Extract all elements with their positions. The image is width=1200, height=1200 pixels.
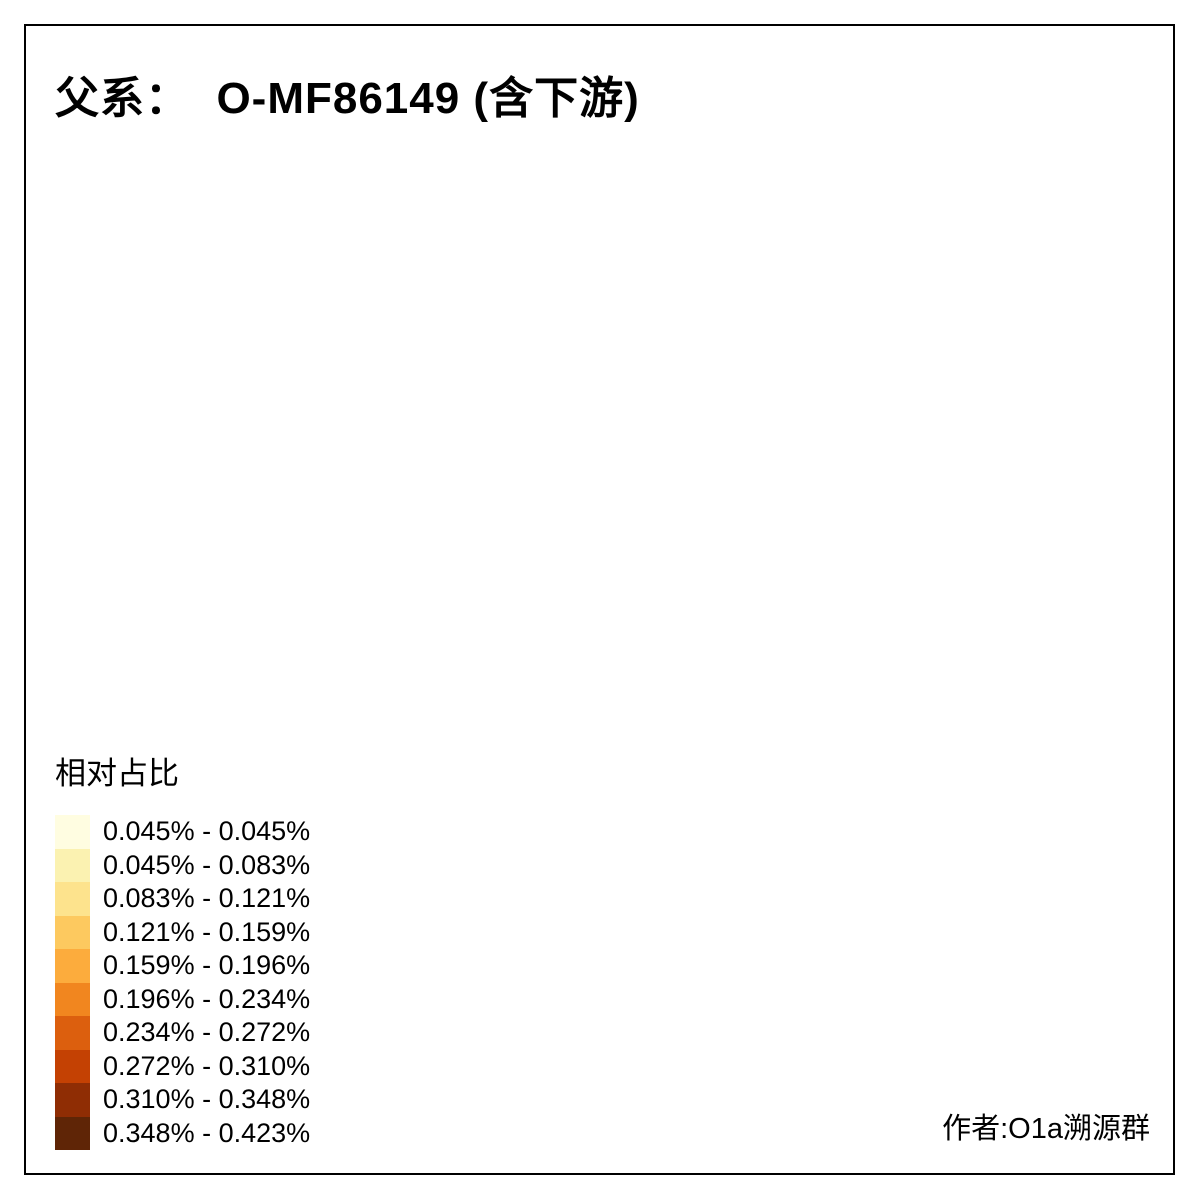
legend-row: 0.121% - 0.159% <box>55 915 311 949</box>
legend-swatch <box>55 1116 90 1150</box>
legend-label: 0.159% - 0.196% <box>103 950 311 981</box>
legend-label: 0.348% - 0.423% <box>103 1117 311 1148</box>
legend-row: 0.310% - 0.348% <box>55 1083 310 1117</box>
legend-label: 0.121% - 0.159% <box>103 916 311 947</box>
legend-row: 0.234% - 0.272% <box>55 1016 310 1050</box>
legend-label: 0.234% - 0.272% <box>103 1017 311 1048</box>
legend-label: 0.045% - 0.083% <box>103 849 311 880</box>
author-credit: 作者:O1a溯源群 <box>942 1113 1150 1145</box>
legend-swatch <box>55 1083 90 1117</box>
legend-swatch <box>55 848 90 882</box>
legend-swatch <box>55 915 90 949</box>
legend-row: 0.083% - 0.121% <box>55 882 310 916</box>
legend-rows: 0.045% - 0.045% 0.045% - 0.083% 0.083% - 0… <box>55 815 310 1150</box>
legend-label: 0.045% - 0.045% <box>103 816 311 847</box>
legend-label: 0.272% - 0.310% <box>103 1050 311 1081</box>
legend-swatch <box>55 882 90 916</box>
legend-label: 0.083% - 0.121% <box>103 883 311 914</box>
legend-swatch <box>55 1049 90 1083</box>
legend-label: 0.196% - 0.234% <box>103 983 311 1014</box>
legend-row: 0.045% - 0.045% <box>55 815 310 849</box>
legend-label: 0.310% - 0.348% <box>103 1084 311 1115</box>
legend-swatch <box>55 815 90 849</box>
legend-swatch <box>55 949 90 983</box>
legend: 相对占比 0.045% - 0.045% 0.045% - 0.083% 0.083… <box>55 748 310 1150</box>
legend-row: 0.196% - 0.234% <box>55 982 311 1016</box>
legend-row: 0.159% - 0.196% <box>55 949 310 983</box>
legend-row: 0.272% - 0.310% <box>55 1049 311 1083</box>
legend-swatch <box>55 982 90 1016</box>
plot-frame <box>24 24 1175 1175</box>
legend-swatch <box>55 1016 90 1050</box>
legend-title: 相对占比 <box>55 756 179 791</box>
legend-row: 0.348% - 0.423% <box>55 1116 311 1150</box>
page-title: 父系： O-MF86149 (含下游) <box>55 74 640 123</box>
legend-row: 0.045% - 0.083% <box>55 848 311 882</box>
